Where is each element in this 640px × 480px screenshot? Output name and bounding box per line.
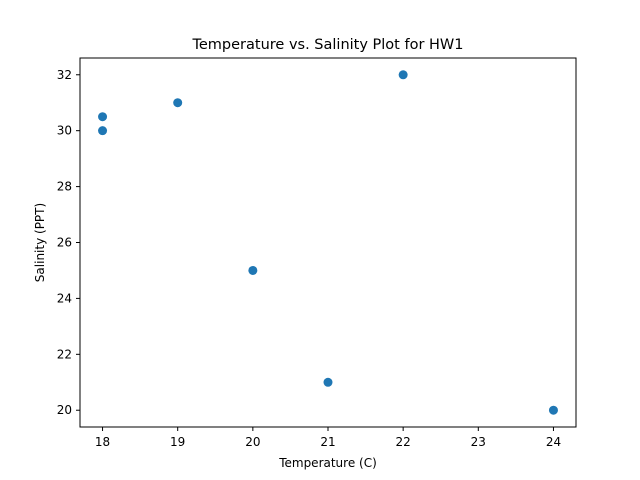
y-tick-label: 30 [57, 124, 72, 138]
y-tick-label: 20 [57, 403, 72, 417]
y-axis-label: Salinity (PPT) [33, 203, 47, 282]
plot-frame [79, 57, 577, 428]
y-tick-label: 22 [57, 347, 72, 361]
y-axis: 20 22 24 26 28 30 32 [57, 68, 80, 417]
data-point [98, 112, 108, 122]
x-axis: 18 19 20 21 22 23 24 [95, 427, 561, 449]
x-tick-label: 22 [396, 435, 411, 449]
x-axis-label: Temperature (C) [278, 456, 377, 470]
data-point [398, 70, 408, 80]
x-tick-label: 18 [95, 435, 110, 449]
x-tick-label: 23 [471, 435, 486, 449]
data-point [98, 126, 108, 136]
y-tick-label: 28 [57, 180, 72, 194]
x-tick-label: 19 [170, 435, 185, 449]
y-tick-label: 24 [57, 291, 72, 305]
x-tick-label: 24 [546, 435, 561, 449]
x-tick-label: 20 [245, 435, 260, 449]
y-tick-label: 26 [57, 236, 72, 250]
chart-title: Temperature vs. Salinity Plot for HW1 [191, 37, 463, 53]
data-point [323, 377, 333, 387]
data-point [248, 265, 258, 275]
data-point [173, 98, 183, 108]
y-tick-label: 32 [57, 68, 72, 82]
data-points [98, 70, 558, 415]
x-tick-label: 21 [320, 435, 335, 449]
data-point [548, 405, 558, 415]
